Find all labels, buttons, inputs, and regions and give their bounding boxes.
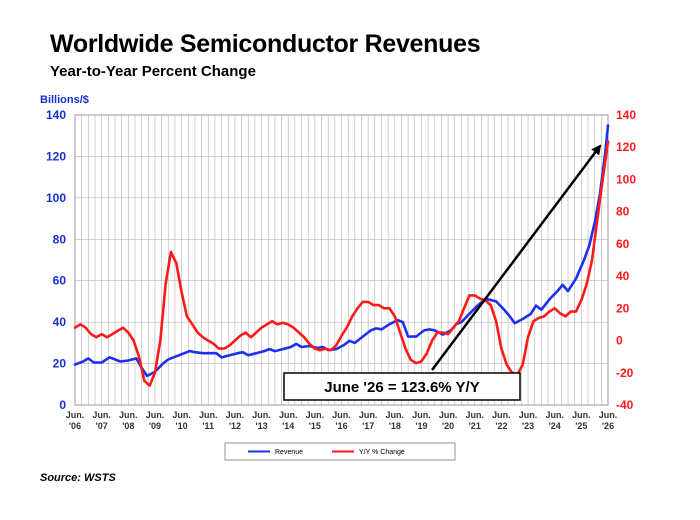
x-axis-tick-label-year: '07 bbox=[96, 421, 108, 431]
x-axis-tick-label-month: Jun. bbox=[386, 410, 405, 420]
vertical-gridlines bbox=[74, 115, 609, 405]
series-lines bbox=[73, 124, 610, 387]
x-axis-tick-label-month: Jun. bbox=[465, 410, 484, 420]
right-axis-tick-label: 100 bbox=[616, 172, 636, 186]
legend: Revenue Y/Y % Change bbox=[224, 442, 456, 461]
x-axis-tick-label-month: Jun. bbox=[599, 410, 618, 420]
x-axis-tick-label-month: Jun. bbox=[306, 410, 325, 420]
plot-frame bbox=[74, 114, 609, 406]
x-axis-tick-label-year: '26 bbox=[602, 421, 614, 431]
x-axis-tick-label-month: Jun. bbox=[332, 410, 351, 420]
x-axis-tick-label-year: '10 bbox=[176, 421, 188, 431]
annotation-text: June '26 = 123.6% Y/Y bbox=[324, 379, 479, 396]
left-axis-tick-label: 140 bbox=[46, 108, 66, 122]
x-axis-tick-label-year: '08 bbox=[122, 421, 134, 431]
x-axis-tick-label-year: '20 bbox=[442, 421, 454, 431]
x-axis-tick-label-month: Jun. bbox=[66, 410, 85, 420]
chart-title: Worldwide Semiconductor Revenues bbox=[50, 30, 481, 58]
x-axis-tick-label-year: '06 bbox=[69, 421, 81, 431]
x-axis-tick-label-year: '23 bbox=[522, 421, 534, 431]
x-axis-tick-label-month: Jun. bbox=[199, 410, 218, 420]
x-axis-tick-label-month: Jun. bbox=[172, 410, 191, 420]
right-axis-tick-label: -40 bbox=[616, 398, 634, 412]
x-axis-tick-label-month: Jun. bbox=[226, 410, 245, 420]
x-axis-tick-label-year: '14 bbox=[282, 421, 294, 431]
right-axis-tick-label: -20 bbox=[616, 366, 634, 380]
x-axis-tick-label-year: '13 bbox=[255, 421, 267, 431]
annotation-box bbox=[283, 372, 521, 401]
left-axis-ticks: 0 20 40 60 80 100 120 140 bbox=[46, 108, 66, 412]
chart-subtitle: Year-to-Year Percent Change bbox=[50, 63, 256, 80]
x-axis-tick-label-year: '24 bbox=[549, 421, 561, 431]
left-axis-unit-label: Billions/$ bbox=[40, 94, 89, 106]
x-axis-tick-label-month: Jun. bbox=[252, 410, 271, 420]
right-axis-tick-label: 120 bbox=[616, 140, 636, 154]
right-axis-tick-label: 20 bbox=[616, 301, 630, 315]
left-axis-tick-label: 100 bbox=[46, 191, 66, 205]
x-axis-tick-label-year: '16 bbox=[335, 421, 347, 431]
x-axis-tick-label-year: '21 bbox=[469, 421, 481, 431]
left-axis-tick-label: 60 bbox=[53, 274, 67, 288]
x-axis-tick-label-month: Jun. bbox=[119, 410, 138, 420]
x-axis-tick-label-month: Jun. bbox=[572, 410, 591, 420]
right-axis-tick-label: 60 bbox=[616, 237, 630, 251]
x-axis-tick-label-year: '09 bbox=[149, 421, 161, 431]
left-axis-tick-label: 40 bbox=[53, 315, 67, 329]
legend-label-yoy: Y/Y % Change bbox=[359, 449, 405, 456]
x-axis-tick-label-year: '12 bbox=[229, 421, 241, 431]
x-axis-tick-label-month: Jun. bbox=[439, 410, 458, 420]
x-axis-tick-label-month: Jun. bbox=[359, 410, 378, 420]
right-axis-ticks: -40 -20 0 20 40 60 80 100 120 140 bbox=[616, 108, 636, 412]
left-axis-tick-label: 120 bbox=[46, 149, 66, 163]
revenue-line bbox=[73, 124, 610, 378]
x-axis-ticks: Jun.'06Jun.'07Jun.'08Jun.'09Jun.'10Jun.'… bbox=[66, 410, 618, 431]
left-axis-tick-label: 80 bbox=[53, 232, 67, 246]
x-axis-tick-label-month: Jun. bbox=[412, 410, 431, 420]
x-axis-tick-label-year: '17 bbox=[362, 421, 374, 431]
right-axis-tick-label: 80 bbox=[616, 205, 630, 219]
x-axis-tick-label-month: Jun. bbox=[146, 410, 165, 420]
x-axis-tick-label-month: Jun. bbox=[279, 410, 298, 420]
x-axis-tick-label-month: Jun. bbox=[92, 410, 111, 420]
yoy-change-line bbox=[73, 140, 610, 387]
x-axis-tick-label-year: '18 bbox=[389, 421, 401, 431]
right-axis-tick-label: 140 bbox=[616, 108, 636, 122]
x-axis-tick-label-year: '22 bbox=[495, 421, 507, 431]
left-axis-tick-label: 20 bbox=[53, 357, 67, 371]
annotation-arrow bbox=[431, 144, 602, 371]
x-axis-tick-label-month: Jun. bbox=[492, 410, 511, 420]
legend-label-revenue: Revenue bbox=[275, 449, 303, 456]
x-axis-tick-label-month: Jun. bbox=[519, 410, 538, 420]
right-axis-tick-label: 0 bbox=[616, 334, 623, 348]
left-axis-tick-label: 0 bbox=[59, 398, 66, 412]
x-axis-tick-label-year: '19 bbox=[415, 421, 427, 431]
x-axis-tick-label-year: '15 bbox=[309, 421, 321, 431]
source-note: Source: WSTS bbox=[40, 472, 116, 484]
x-axis-tick-label-month: Jun. bbox=[545, 410, 564, 420]
x-axis-tick-label-year: '11 bbox=[202, 421, 214, 431]
x-axis-tick-label-year: '25 bbox=[575, 421, 587, 431]
right-axis-tick-label: 40 bbox=[616, 269, 630, 283]
